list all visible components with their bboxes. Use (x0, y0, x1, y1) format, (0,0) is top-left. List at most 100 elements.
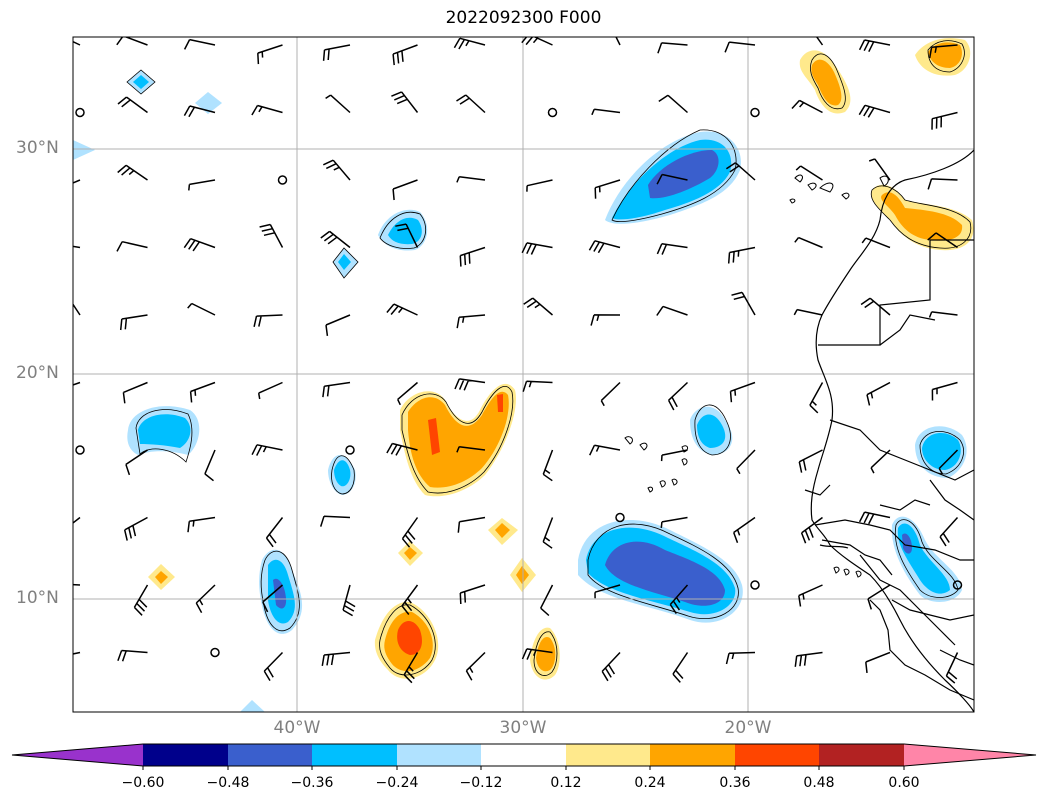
wind-barb (861, 237, 891, 249)
wind-barb (325, 314, 351, 336)
wind-barb (657, 42, 688, 54)
wind-barb (870, 449, 891, 474)
wind-barb (251, 104, 283, 116)
wind-barb (322, 381, 351, 398)
wind-barb (725, 651, 756, 665)
wind-barb (119, 314, 148, 331)
weather-map (72, 36, 975, 713)
calm-wind-marker (615, 512, 625, 523)
wind-barb (392, 179, 418, 201)
wind-barb (725, 162, 756, 181)
coastlines (804, 149, 974, 712)
wind-barb (791, 99, 823, 114)
wind-barb (523, 297, 553, 316)
wind-barb (123, 516, 148, 541)
wind-barb (800, 516, 823, 544)
wind-barb (868, 158, 891, 181)
contour-neg-5c (273, 578, 287, 609)
colorbar-tick-label: −0.48 (206, 775, 250, 791)
map-title: 2022092300 F000 (445, 8, 602, 28)
wind-barb (927, 178, 958, 190)
contour-neg-8c (902, 533, 912, 554)
contour-neg-2c (605, 541, 725, 606)
colorbar-tick-label: 0.48 (803, 775, 835, 791)
wind-barb (672, 652, 689, 683)
wind-barb (858, 104, 891, 118)
wind-barb (594, 179, 621, 199)
contour-pos-1b (408, 391, 509, 488)
wind-barb (265, 517, 284, 548)
contour-pos-9b (155, 571, 168, 584)
colorbar-segment (228, 744, 312, 766)
wind-barb (257, 44, 283, 65)
wind-barb (927, 232, 958, 249)
colorbar-segment (481, 744, 566, 766)
calm-wind-marker (952, 580, 963, 590)
wind-barb (736, 449, 756, 475)
wind-barb (522, 380, 553, 392)
wind-barb (656, 243, 688, 255)
colorbar-extend-min (12, 744, 143, 766)
wind-barb (392, 44, 418, 66)
wind-barb (454, 378, 486, 391)
wind-barb (263, 651, 284, 681)
colorbar-tick-label: −0.36 (290, 775, 334, 791)
wind-barb (727, 246, 756, 264)
wind-barb (403, 652, 419, 684)
wind-barb (183, 38, 216, 50)
wind-barb (588, 240, 621, 254)
wind-barb (459, 584, 486, 605)
colorbar-tick-label: 0.12 (550, 775, 582, 791)
wind-barb (945, 652, 959, 684)
wind-barb (601, 651, 621, 682)
wind-barb (116, 240, 148, 252)
contour-neg-3b (138, 414, 191, 448)
wind-barb (73, 583, 81, 586)
wind-barb (397, 381, 418, 406)
wind-barb (729, 381, 756, 403)
wind-barb (732, 516, 756, 544)
wind-barb (456, 176, 486, 183)
wind-barb (542, 517, 554, 549)
colorbar-outline (11, 743, 1037, 767)
wind-barb (395, 223, 419, 248)
contour-neg-7b (922, 433, 961, 470)
wind-barb (928, 44, 958, 59)
wind-barb (459, 246, 486, 267)
contour-neg-14 (240, 700, 265, 712)
wind-barb (325, 94, 351, 114)
wind-barb (73, 40, 81, 46)
wind-barb (133, 584, 149, 616)
colorbar-segment (312, 744, 397, 766)
wind-barb (456, 314, 486, 329)
contour-pos-3b (811, 59, 842, 106)
wind-barb (262, 584, 283, 613)
wind-barb (189, 381, 216, 403)
wind-barb (815, 37, 824, 46)
contour-pos-7b (495, 523, 510, 538)
contour-pos-5b (881, 192, 963, 241)
contour-pos-1d (497, 394, 503, 412)
wind-barb (938, 449, 959, 475)
wind-barb (117, 649, 148, 662)
wind-barb (117, 96, 148, 114)
wind-barb (204, 449, 216, 482)
wind-barb (465, 651, 486, 681)
contour-neg-1c (648, 150, 719, 199)
wind-barb (795, 165, 823, 181)
wind-barb (401, 517, 419, 548)
colorbar-tick-label: 0.24 (634, 775, 666, 791)
wind-barb (589, 444, 621, 456)
wind-barb (860, 297, 891, 316)
wind-barb (251, 444, 283, 456)
contour-pos-1c (428, 418, 440, 455)
wind-barb (117, 164, 148, 181)
wind-barb (615, 37, 621, 46)
calm-wind-marker (547, 107, 558, 118)
colorbar-segment (566, 744, 650, 766)
wind-barb (540, 584, 554, 617)
wind-barbs (73, 37, 963, 684)
wind-barb (386, 303, 418, 316)
colorbar-segment (819, 744, 904, 766)
wind-barb (590, 314, 621, 326)
